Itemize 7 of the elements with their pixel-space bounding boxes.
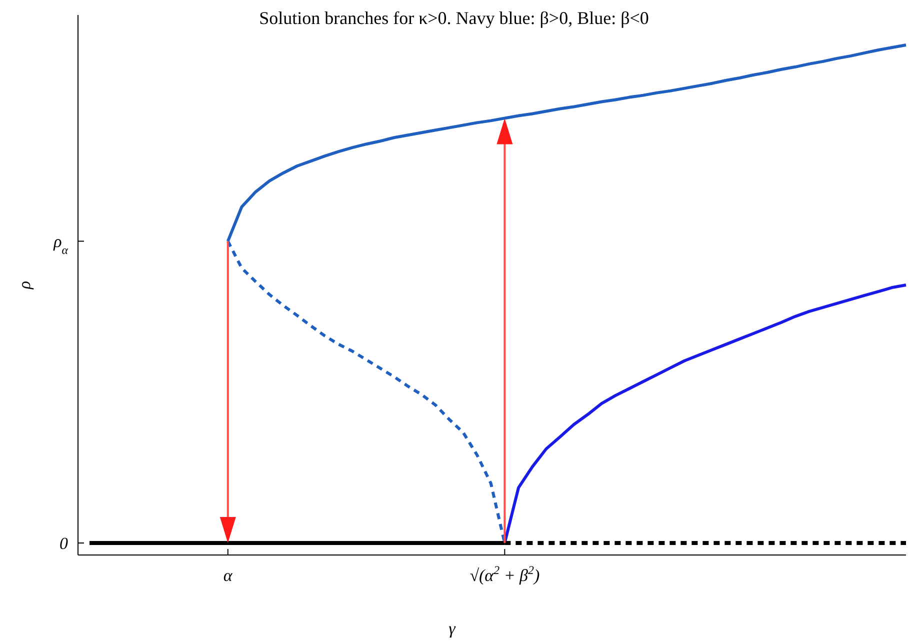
x-tick-label: α xyxy=(223,566,234,585)
y-axis-title: ρ xyxy=(15,280,34,290)
text: ρ$_{α}$ xyxy=(52,232,69,258)
x-tick-label: √(α$^{2}$ + β$^{2}$) xyxy=(470,563,540,585)
chart-title: Solution branches for κ>0. Navy blue: β>0, Blue: β<0 xyxy=(259,8,649,28)
text: 0 xyxy=(60,534,68,553)
x-axis-title: γ xyxy=(448,619,457,638)
